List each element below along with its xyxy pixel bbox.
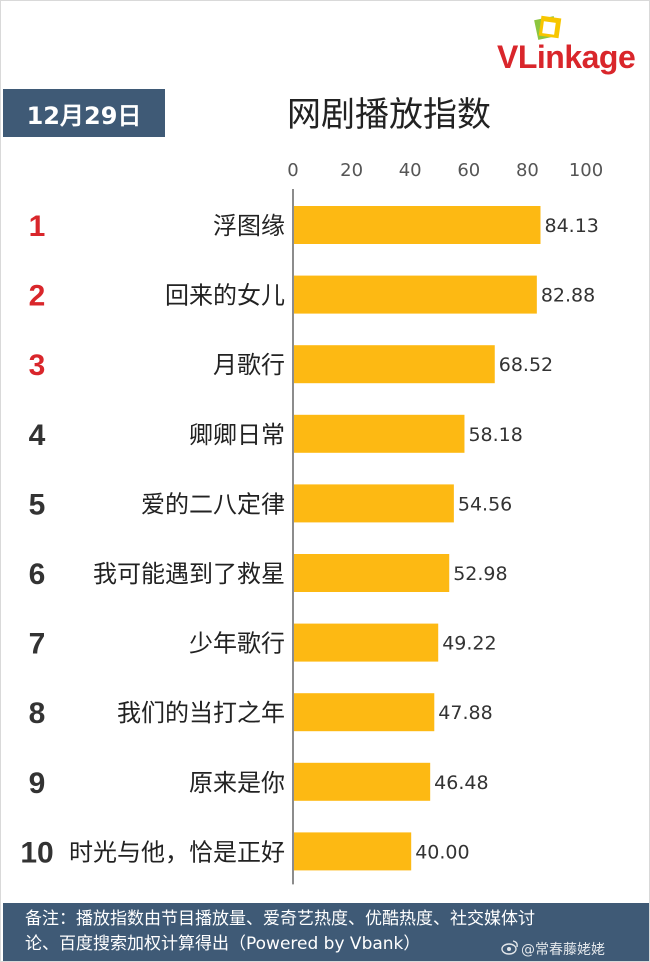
rank-label: 7 [29, 628, 46, 661]
x-tick-label: 80 [516, 160, 539, 181]
value-label: 58.18 [468, 424, 522, 446]
category-label: 爱的二八定律 [141, 490, 285, 518]
x-tick-label: 0 [287, 160, 298, 181]
bar [294, 275, 537, 314]
category-label: 回来的女儿 [165, 282, 285, 310]
bar-chart: 0 20 40 60 80 100 1 浮图缘 84.13 2 回来的女儿 82.88 3 月歌行 68.5… [20, 160, 603, 885]
footnote-bar: 备注：播放指数由节目播放量、爱奇艺热度、优酷热度、社交媒体讨 论、百度搜索加权计… [3, 903, 649, 961]
rank-label: 1 [29, 210, 46, 243]
bar [294, 762, 431, 801]
value-label: 40.00 [415, 841, 469, 863]
footnote-line-2: 论、百度搜索加权计算得出（Powered by Vbank） [25, 934, 421, 954]
rank-label: 2 [29, 280, 46, 313]
bar [294, 832, 412, 871]
watermark: @常春藤姥姥 [521, 942, 605, 958]
bar [294, 414, 465, 453]
weibo-icon [501, 940, 518, 955]
rank-label: 10 [20, 836, 53, 869]
bar [294, 693, 435, 732]
rank-label: 5 [29, 488, 46, 521]
bar [294, 554, 450, 592]
bar [294, 206, 541, 244]
value-label: 84.13 [545, 215, 599, 237]
value-label: 47.88 [438, 702, 492, 724]
footnote-line-1: 备注：播放指数由节目播放量、爱奇艺热度、优酷热度、社交媒体讨 [25, 909, 535, 929]
category-label: 我们的当打之年 [117, 699, 285, 727]
vlinkage-logo: VLinkage [493, 13, 645, 75]
rank-label: 8 [29, 697, 46, 730]
value-label: 46.48 [434, 772, 488, 794]
category-label: 浮图缘 [213, 212, 285, 240]
x-tick-label: 100 [569, 160, 603, 181]
category-label: 卿卿日常 [189, 421, 285, 449]
x-tick-label: 40 [399, 160, 422, 181]
chart-title: 网剧播放指数 [287, 95, 491, 135]
date-badge: 12月29日 [3, 89, 165, 137]
value-label: 54.56 [458, 493, 512, 515]
category-label: 原来是你 [189, 769, 285, 797]
category-label: 月歌行 [213, 351, 285, 379]
rank-label: 3 [29, 349, 46, 382]
value-label: 49.22 [442, 633, 496, 655]
logo-wordmark: VLinkage [497, 39, 636, 75]
bar [294, 345, 495, 384]
x-tick-label: 20 [340, 160, 363, 181]
category-label: 少年歌行 [189, 630, 285, 658]
category-label: 时光与他，恰是正好 [69, 838, 285, 866]
rank-label: 9 [29, 767, 46, 800]
rank-label: 6 [29, 558, 46, 591]
value-label: 52.98 [453, 563, 507, 585]
value-label: 82.88 [541, 285, 595, 307]
rank-label: 4 [29, 419, 46, 452]
bar [294, 484, 454, 523]
category-label: 我可能遇到了救星 [93, 560, 285, 588]
x-tick-label: 60 [457, 160, 480, 181]
bar [294, 623, 439, 662]
logo-mark-icon [534, 15, 562, 40]
value-label: 68.52 [499, 354, 553, 376]
